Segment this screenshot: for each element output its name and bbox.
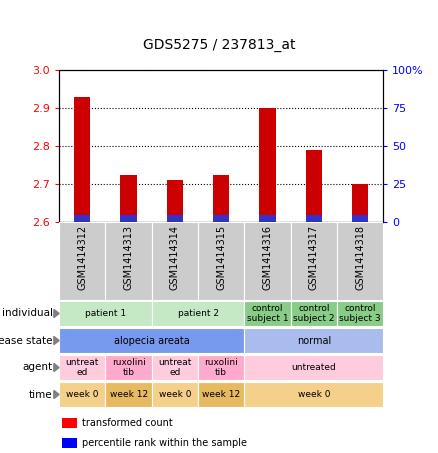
Text: disease state: disease state [0, 336, 53, 346]
Bar [74, 96, 90, 222]
Text: control
subject 1: control subject 1 [247, 304, 288, 323]
Bar [106, 355, 152, 380]
Text: GSM1414315: GSM1414315 [216, 225, 226, 290]
Bar [198, 355, 244, 380]
Bar [291, 222, 337, 300]
Text: GSM1414314: GSM1414314 [170, 225, 180, 290]
Bar [152, 382, 198, 407]
Bar [167, 180, 183, 222]
Text: alopecia areata: alopecia areata [114, 336, 190, 346]
Bar [244, 301, 291, 326]
Text: individual: individual [2, 308, 53, 318]
Text: week 0: week 0 [159, 390, 191, 399]
Bar [337, 222, 383, 300]
Text: week 0: week 0 [297, 390, 330, 399]
Bar [59, 301, 152, 326]
Bar [62, 438, 77, 448]
Text: GSM1414312: GSM1414312 [77, 225, 87, 290]
Bar [337, 301, 383, 326]
Bar [62, 418, 77, 428]
Text: week 12: week 12 [202, 390, 240, 399]
Text: time: time [29, 390, 53, 400]
Text: untreat
ed: untreat ed [66, 358, 99, 377]
Bar [152, 355, 198, 380]
Bar [352, 184, 368, 222]
Text: transformed count: transformed count [82, 418, 173, 428]
Text: agent: agent [22, 362, 53, 372]
Text: control
subject 3: control subject 3 [339, 304, 381, 323]
Text: GSM1414318: GSM1414318 [355, 225, 365, 290]
Text: week 0: week 0 [66, 390, 99, 399]
Text: GSM1414313: GSM1414313 [124, 225, 134, 290]
Text: patient 2: patient 2 [177, 309, 219, 318]
Text: patient 1: patient 1 [85, 309, 126, 318]
Bar [259, 215, 276, 222]
Bar [74, 215, 90, 222]
Text: GDS5275 / 237813_at: GDS5275 / 237813_at [143, 38, 295, 52]
Bar [291, 301, 337, 326]
Bar [106, 222, 152, 300]
Text: ruxolini
tib: ruxolini tib [112, 358, 145, 377]
Text: percentile rank within the sample: percentile rank within the sample [82, 438, 247, 448]
Bar [120, 215, 137, 222]
Bar [244, 328, 383, 353]
Bar [198, 382, 244, 407]
Bar [152, 222, 198, 300]
Bar [120, 174, 137, 222]
Text: control
subject 2: control subject 2 [293, 304, 335, 323]
Bar [259, 108, 276, 222]
Bar [244, 355, 383, 380]
Bar [152, 301, 244, 326]
Text: normal: normal [297, 336, 331, 346]
Bar [59, 355, 106, 380]
Bar [213, 215, 230, 222]
Bar [213, 174, 230, 222]
Bar [352, 215, 368, 222]
Text: ruxolini
tib: ruxolini tib [204, 358, 238, 377]
Bar [198, 222, 244, 300]
Bar [167, 215, 183, 222]
Bar [106, 382, 152, 407]
Text: GSM1414316: GSM1414316 [262, 225, 272, 290]
Bar [306, 150, 322, 222]
Bar [244, 382, 383, 407]
Text: week 12: week 12 [110, 390, 148, 399]
Text: GSM1414317: GSM1414317 [309, 225, 319, 290]
Bar [244, 222, 291, 300]
Bar [59, 222, 106, 300]
Bar [59, 382, 106, 407]
Text: untreat
ed: untreat ed [158, 358, 191, 377]
Bar [59, 328, 244, 353]
Text: untreated: untreated [291, 363, 336, 372]
Bar [306, 215, 322, 222]
